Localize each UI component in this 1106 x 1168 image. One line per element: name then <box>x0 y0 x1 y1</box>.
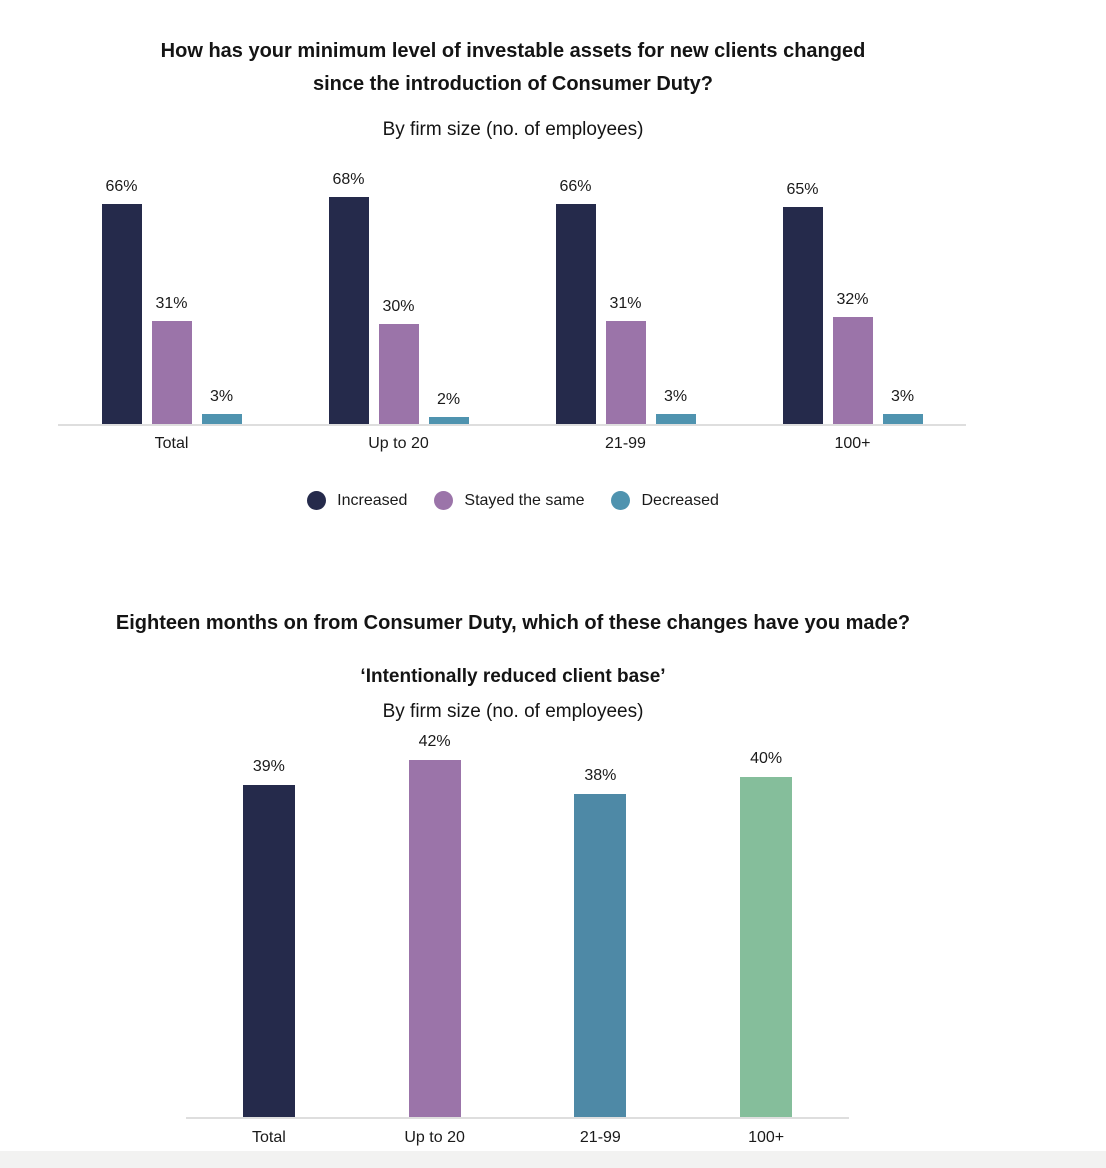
value-label-total-stayed-the-same: 31% <box>155 295 188 312</box>
category-label-up-to-20: Up to 20 <box>368 435 429 452</box>
bar-total-decreased <box>201 414 242 424</box>
value-label-total-increased: 66% <box>105 178 138 195</box>
value-label-total: 39% <box>252 758 285 775</box>
legend-label-decreased: Decreased <box>641 492 719 509</box>
bar-100-increased <box>782 207 823 424</box>
value-label-total-decreased: 3% <box>209 388 234 405</box>
legend-item-stayed-the-same: Stayed the same <box>434 491 584 510</box>
chart1-subtitle: By firm size (no. of employees) <box>382 118 644 140</box>
value-label-21-99-stayed-the-same: 31% <box>609 295 642 312</box>
bar-100-stayed-the-same <box>832 317 873 424</box>
category-label-100: 100+ <box>834 435 871 452</box>
value-label-up-to-20: 42% <box>418 733 451 750</box>
chart1-legend: Increased Stayed the same Decreased <box>0 491 1026 510</box>
chart2-subtitle-quote: ‘Intentionally reduced client base’ <box>360 665 666 687</box>
value-label-100: 40% <box>750 750 783 767</box>
value-label-21-99-decreased: 3% <box>663 388 688 405</box>
value-label-100-stayed-the-same: 32% <box>836 291 869 308</box>
chart2-x-axis-line <box>186 1117 849 1119</box>
value-label-up-to-20-decreased: 2% <box>436 391 461 408</box>
bar-total-stayed-the-same <box>151 321 192 424</box>
legend-item-decreased: Decreased <box>611 491 719 510</box>
chart2-subtitle: By firm size (no. of employees) <box>382 701 644 722</box>
category-label-total: Total <box>251 1129 286 1146</box>
chart1-title: How has your minimum level of investable… <box>0 35 1026 101</box>
bar-21-99-stayed-the-same <box>605 321 646 424</box>
bar-up-to-20-increased <box>328 197 369 424</box>
legend-label-increased: Increased <box>337 492 408 509</box>
category-label-21-99: 21-99 <box>579 1129 621 1146</box>
legend-dot-stayed-the-same <box>434 491 454 510</box>
legend-dot-increased <box>307 491 327 510</box>
bar-21-99-increased <box>555 204 596 424</box>
chart1-title-line1: How has your minimum level of investable… <box>160 40 866 63</box>
value-label-up-to-20-stayed-the-same: 30% <box>382 298 415 315</box>
value-label-100-decreased: 3% <box>890 388 915 405</box>
bar-total-increased <box>101 204 142 424</box>
bar-100 <box>740 777 793 1117</box>
bar-total <box>242 785 295 1117</box>
legend-dot-decreased <box>611 491 631 510</box>
category-label-100: 100+ <box>748 1129 785 1146</box>
category-label-up-to-20: Up to 20 <box>404 1129 465 1146</box>
chart2-title: Eighteen months on from Consumer Duty, w… <box>115 612 911 635</box>
chart1-x-axis-line <box>58 424 966 426</box>
legend-label-stayed-the-same: Stayed the same <box>464 492 585 509</box>
value-label-21-99: 38% <box>584 767 617 784</box>
legend-item-increased: Increased <box>307 491 407 510</box>
bar-up-to-20 <box>408 760 461 1117</box>
bar-21-99 <box>574 794 627 1117</box>
value-label-100-increased: 65% <box>786 181 819 198</box>
value-label-21-99-increased: 66% <box>559 178 592 195</box>
value-label-up-to-20-increased: 68% <box>332 171 365 188</box>
bar-21-99-decreased <box>655 414 696 424</box>
bar-100-decreased <box>882 414 923 424</box>
bar-up-to-20-decreased <box>428 417 469 424</box>
bar-up-to-20-stayed-the-same <box>378 324 419 424</box>
category-label-21-99: 21-99 <box>605 435 646 452</box>
page-footer-strip <box>0 1151 1106 1168</box>
chart1-title-line2: since the introduction of Consumer Duty? <box>312 73 713 96</box>
category-label-total: Total <box>154 435 189 452</box>
